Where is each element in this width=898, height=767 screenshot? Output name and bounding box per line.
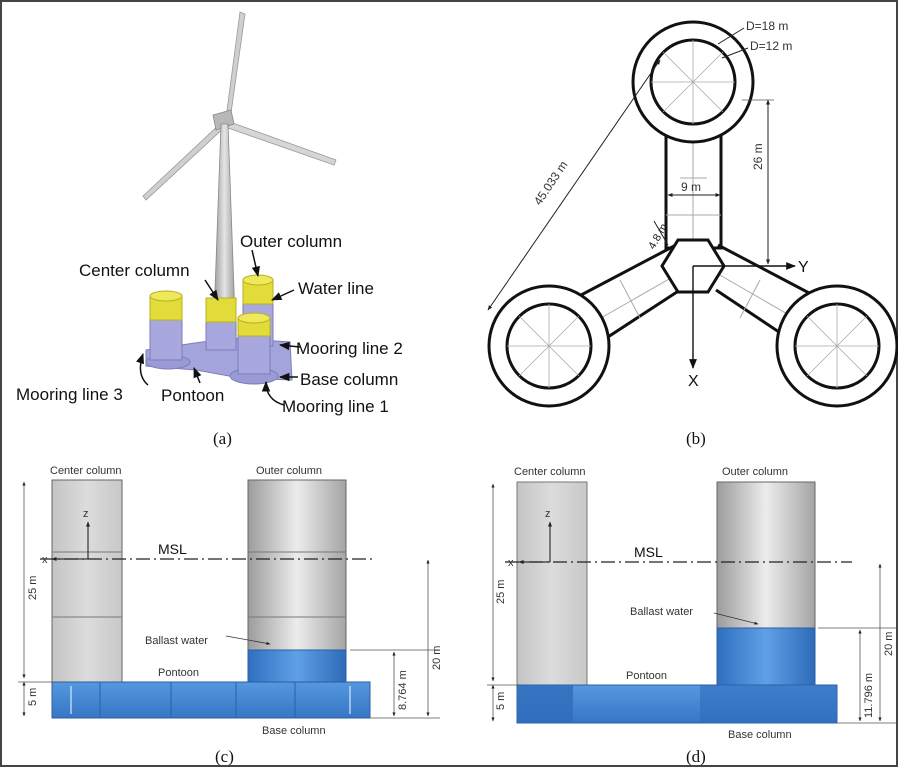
center-column-c — [51, 479, 123, 683]
label-mooring-line-2: Mooring line 2 — [296, 339, 403, 358]
axis-y-label: Y — [798, 259, 809, 276]
tower — [213, 123, 236, 319]
blade — [142, 121, 227, 201]
axis-z-c: z — [83, 508, 89, 520]
dim-9m: 9 m — [681, 180, 701, 194]
dim-ballast-d: 11.796 m — [863, 673, 875, 718]
blade — [227, 121, 337, 166]
caption-c: (c) — [215, 747, 234, 766]
axis-x-label: X — [688, 373, 699, 390]
label-pontoon: Pontoon — [161, 386, 224, 405]
axis-x-c: x — [42, 554, 48, 566]
label-ballast-d: Ballast water — [630, 606, 693, 618]
dim-ballast-c: 8.764 m — [397, 670, 409, 710]
ballast-c — [247, 649, 347, 683]
front-column-top — [237, 312, 271, 324]
front-column-lav — [237, 333, 271, 375]
panel-c: MSL z x 25 m 5 m 8.764 m 20 m Center col… — [18, 465, 443, 766]
label-outer-column-d: Outer column — [722, 466, 788, 478]
panel-b: Y X 26 m 9 m 45.033 m 4.8 m D=18 m D=12 … — [487, 19, 898, 448]
right-circle — [775, 284, 898, 408]
caption-b: (b) — [686, 429, 706, 448]
msl-label-d: MSL — [634, 544, 663, 560]
label-base-column: Base column — [300, 370, 398, 389]
caption-d: (d) — [686, 747, 706, 766]
label-center-column-d: Center column — [514, 466, 586, 478]
left-column-top — [149, 290, 183, 302]
base-d-right-shade — [700, 685, 837, 723]
top-circle — [631, 20, 755, 144]
nacelle — [212, 109, 235, 131]
label-d18: D=18 m — [746, 19, 788, 33]
base-d-left-shade — [517, 685, 573, 723]
label-pontoon-c: Pontoon — [158, 667, 199, 679]
dim-20-d: 20 m — [883, 632, 895, 656]
panel-d: MSL z x 25 m 5 m 11.796 m 20 m Center co… — [487, 466, 896, 766]
label-outer-column-c: Outer column — [256, 465, 322, 477]
label-water-line: Water line — [298, 279, 374, 298]
blade — [225, 11, 246, 121]
outer-column-c — [247, 479, 347, 653]
back-column-top — [242, 274, 274, 286]
label-ballast-c: Ballast water — [145, 635, 208, 647]
panel-a: Outer column Center column Water line Mo… — [16, 11, 403, 448]
label-mooring-line-3: Mooring line 3 — [16, 385, 123, 404]
axis-z-d: z — [545, 508, 551, 520]
label-mooring-line-1: Mooring line 1 — [282, 397, 389, 416]
outer-column-d — [716, 481, 816, 631]
center-column-yellow — [205, 297, 237, 323]
center-column-lav — [205, 319, 237, 351]
caption-a: (a) — [213, 429, 232, 448]
label-d12: D=12 m — [750, 39, 792, 53]
left-column-lav — [149, 317, 183, 361]
label-base-column-c: Base column — [262, 725, 326, 737]
base-c — [51, 681, 371, 719]
center-column-d — [516, 481, 588, 686]
dim-20-c: 20 m — [431, 646, 443, 670]
ballast-d — [716, 627, 816, 686]
msl-label-c: MSL — [158, 541, 187, 557]
left-circle — [487, 284, 611, 408]
dim-45m: 45.033 m — [531, 158, 571, 207]
dim-26m: 26 m — [751, 143, 765, 170]
dim-25-c: 25 m — [27, 576, 39, 600]
label-base-column-d: Base column — [728, 729, 792, 741]
label-center-column-c: Center column — [50, 465, 122, 477]
dim-5-c: 5 m — [27, 688, 39, 706]
axis-x-d: x — [508, 557, 514, 569]
dim-5-d: 5 m — [495, 692, 507, 710]
label-pontoon-d: Pontoon — [626, 670, 667, 682]
label-center-column: Center column — [79, 261, 190, 280]
dim-25-d: 25 m — [495, 580, 507, 604]
label-outer-column: Outer column — [240, 232, 342, 251]
